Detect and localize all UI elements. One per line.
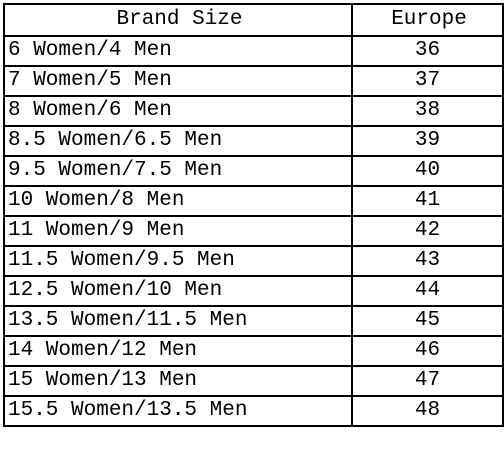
header-cell: Brand Size xyxy=(3,3,353,37)
brand-size-cell: 8 Women/6 Men xyxy=(3,95,353,127)
table-row: 10 Women/8 Men 41 xyxy=(3,185,504,217)
table-row: 9.5 Women/7.5 Men 40 xyxy=(3,155,504,187)
header-cell: Europe xyxy=(351,3,504,37)
europe-cell: 44 xyxy=(351,275,504,307)
brand-size-cell: 13.5 Women/11.5 Men xyxy=(3,305,353,337)
europe-cell: 37 xyxy=(351,65,504,97)
brand-size-cell: 9.5 Women/7.5 Men xyxy=(3,155,353,187)
europe-cell: 39 xyxy=(351,125,504,157)
brand-size-cell: 11.5 Women/9.5 Men xyxy=(3,245,353,277)
table-body: 6 Women/4 Men 36 7 Women/5 Men 37 8 Women/6 … xyxy=(3,35,504,427)
header-row: Brand Size Europe xyxy=(3,3,504,37)
table-row: 15 Women/13 Men 47 xyxy=(3,365,504,397)
europe-cell: 48 xyxy=(351,395,504,427)
europe-cell: 45 xyxy=(351,305,504,337)
europe-cell: 46 xyxy=(351,335,504,367)
europe-cell: 41 xyxy=(351,185,504,217)
brand-size-cell: 12.5 Women/10 Men xyxy=(3,275,353,307)
brand-size-cell: 7 Women/5 Men xyxy=(3,65,353,97)
table-row: 11 Women/9 Men 42 xyxy=(3,215,504,247)
table-row: 12.5 Women/10 Men 44 xyxy=(3,275,504,307)
table-row: 8.5 Women/6.5 Men 39 xyxy=(3,125,504,157)
europe-cell: 40 xyxy=(351,155,504,187)
europe-cell: 47 xyxy=(351,365,504,397)
table-header: Brand Size Europe xyxy=(3,3,504,37)
brand-size-cell: 6 Women/4 Men xyxy=(3,35,353,67)
table-row: 15.5 Women/13.5 Men 48 xyxy=(3,395,504,427)
table-row: 7 Women/5 Men 37 xyxy=(3,65,504,97)
brand-size-cell: 11 Women/9 Men xyxy=(3,215,353,247)
table-row: 14 Women/12 Men 46 xyxy=(3,335,504,367)
europe-cell: 43 xyxy=(351,245,504,277)
table-row: 13.5 Women/11.5 Men 45 xyxy=(3,305,504,337)
size-table: Brand Size Europe 6 Women/4 Men 36 7 Women… xyxy=(3,3,504,427)
brand-size-cell: 15 Women/13 Men xyxy=(3,365,353,397)
brand-size-cell: 10 Women/8 Men xyxy=(3,185,353,217)
table-row: 11.5 Women/9.5 Men 43 xyxy=(3,245,504,277)
europe-cell: 42 xyxy=(351,215,504,247)
europe-cell: 36 xyxy=(351,35,504,67)
table-row: 8 Women/6 Men 38 xyxy=(3,95,504,127)
europe-cell: 38 xyxy=(351,95,504,127)
table-row: 6 Women/4 Men 36 xyxy=(3,35,504,67)
brand-size-cell: 8.5 Women/6.5 Men xyxy=(3,125,353,157)
brand-size-cell: 14 Women/12 Men xyxy=(3,335,353,367)
brand-size-cell: 15.5 Women/13.5 Men xyxy=(3,395,353,427)
